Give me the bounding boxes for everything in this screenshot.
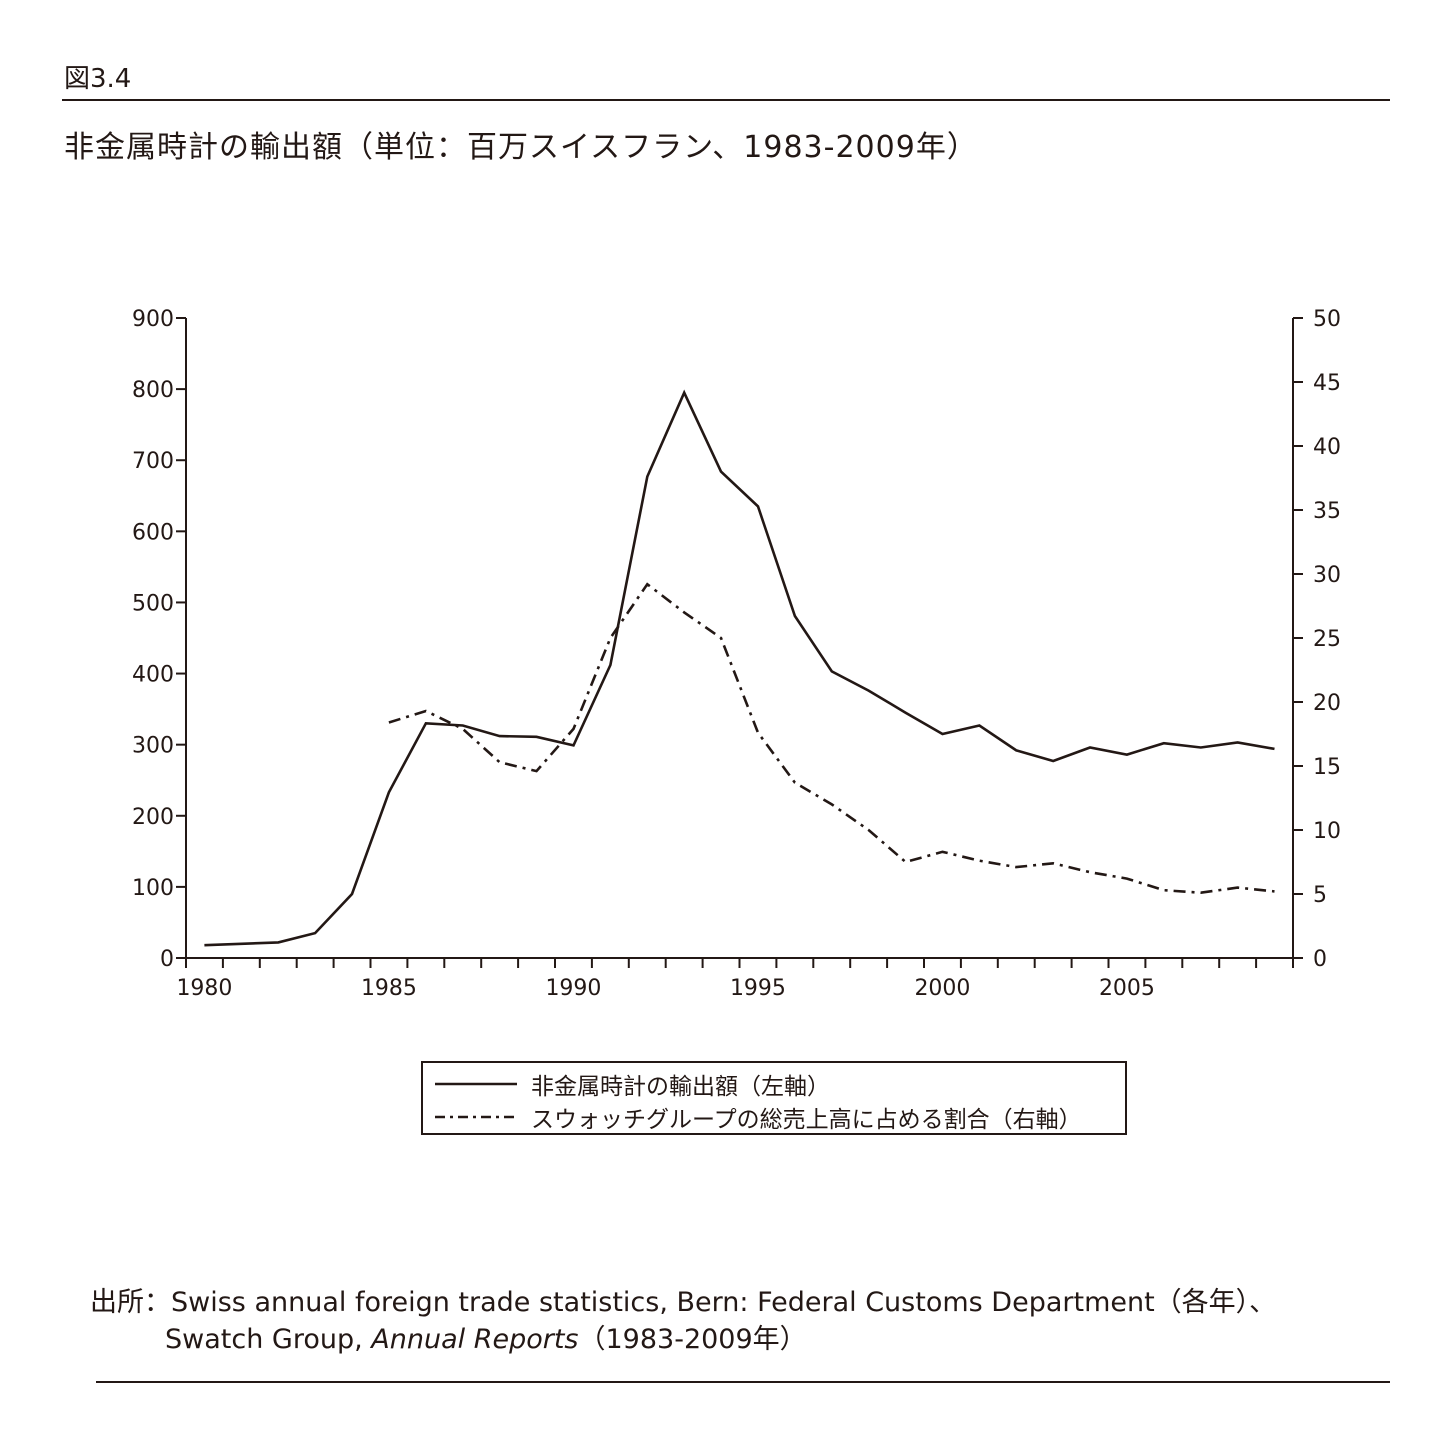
y-right-tick-label: 30 — [1313, 563, 1341, 588]
source-note: 出所：Swiss annual foreign trade statistics… — [90, 1284, 1276, 1358]
y-left-tick-label: 400 — [132, 663, 174, 688]
series-line-export — [204, 389, 1275, 947]
legend-label-share: スウォッチグループの総売上高に占める割合（右軸） — [531, 1107, 1082, 1133]
legend-label-export: 非金属時計の輸出額（左軸） — [531, 1074, 830, 1100]
chart-title: 非金属時計の輸出額（単位：百万スイスフラン、1983-2009年） — [64, 130, 978, 165]
y-right-tick-label: 0 — [1313, 947, 1327, 972]
source-line-2-suffix: （1983-2009年） — [578, 1324, 807, 1355]
y-right-tick-label: 50 — [1313, 307, 1341, 332]
x-tick-label: 2005 — [1099, 976, 1155, 1001]
bottom-rule — [96, 1381, 1390, 1383]
source-line-1: Swiss annual foreign trade statistics, B… — [171, 1287, 1277, 1318]
y-right-tick-label: 10 — [1313, 819, 1341, 844]
legend-item-export: 非金属時計の輸出額（左軸） — [435, 1069, 830, 1100]
x-tick-label: 1995 — [730, 976, 786, 1001]
y-right-tick-label: 5 — [1313, 883, 1327, 908]
y-right-tick-label: 15 — [1313, 755, 1341, 780]
chart-axes: 0 100 200 300 400 500 600 700 800 900 0 5 10 15 20 25 30… — [132, 307, 1341, 1001]
y-right-tick-label: 25 — [1313, 627, 1341, 652]
y-left-tick-label: 300 — [132, 734, 174, 759]
y-left-tick-label: 200 — [132, 805, 174, 830]
y-left-tick-label: 800 — [132, 378, 174, 403]
y-left-tick-label: 0 — [160, 947, 174, 972]
y-left-tick-label: 100 — [132, 876, 174, 901]
x-tick-label: 2000 — [914, 976, 970, 1001]
y-right-tick-label: 35 — [1313, 499, 1341, 524]
y-left-tick-label: 500 — [132, 591, 174, 616]
chart-series — [204, 389, 1275, 947]
y-left-tick-label: 900 — [132, 307, 174, 332]
figure-label: 図3.4 — [64, 64, 132, 94]
x-tick-label: 1985 — [361, 976, 417, 1001]
y-right-tick-label: 45 — [1313, 371, 1341, 396]
x-tick-label: 1980 — [176, 976, 232, 1001]
y-right-tick-label: 40 — [1313, 435, 1341, 460]
legend-solid-line-icon — [435, 1082, 517, 1086]
chart-legend: 非金属時計の輸出額（左軸） スウォッチグループの総売上高に占める割合（右軸） — [421, 1061, 1127, 1135]
source-line-2-italic: Annual Reports — [371, 1324, 579, 1355]
source-label: 出所： — [90, 1287, 171, 1318]
y-left-tick-label: 600 — [132, 520, 174, 545]
x-tick-label: 1990 — [545, 976, 601, 1001]
legend-item-share: スウォッチグループの総売上高に占める割合（右軸） — [435, 1102, 1082, 1133]
legend-dashdot-line-icon — [435, 1115, 517, 1119]
series-line-share — [388, 582, 1275, 895]
y-left-tick-label: 700 — [132, 449, 174, 474]
source-line-2-prefix: Swatch Group, — [165, 1324, 372, 1355]
y-right-tick-label: 20 — [1313, 691, 1341, 716]
top-rule — [62, 99, 1390, 101]
